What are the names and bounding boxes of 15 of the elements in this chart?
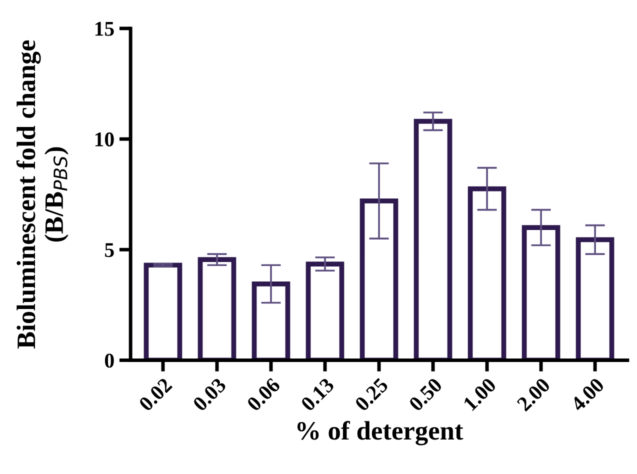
x-axis-title: % of detergent [297,420,464,446]
x-tick-label: 2.00 [516,377,551,412]
x-tick-label: 0.25 [354,377,389,412]
x-tick-label: 1.00 [462,377,497,412]
y-tick-label: 15 [95,22,114,36]
y-axis-title: Bioluminescent fold change (B/B$_{PBS}$) [16,40,68,349]
y-tick-label: 10 [95,132,114,146]
x-tick-label: 0.06 [246,377,282,412]
x-tick-label: 0.13 [300,377,335,412]
y-tick-label: 5 [105,243,114,258]
y-tick-label: 0 [104,354,114,368]
x-tick-label: 0.50 [408,377,443,412]
x-tick-label: 4.00 [570,377,605,412]
x-tick-label: 0.03 [192,377,227,412]
x-tick-label: 0.02 [138,377,173,412]
